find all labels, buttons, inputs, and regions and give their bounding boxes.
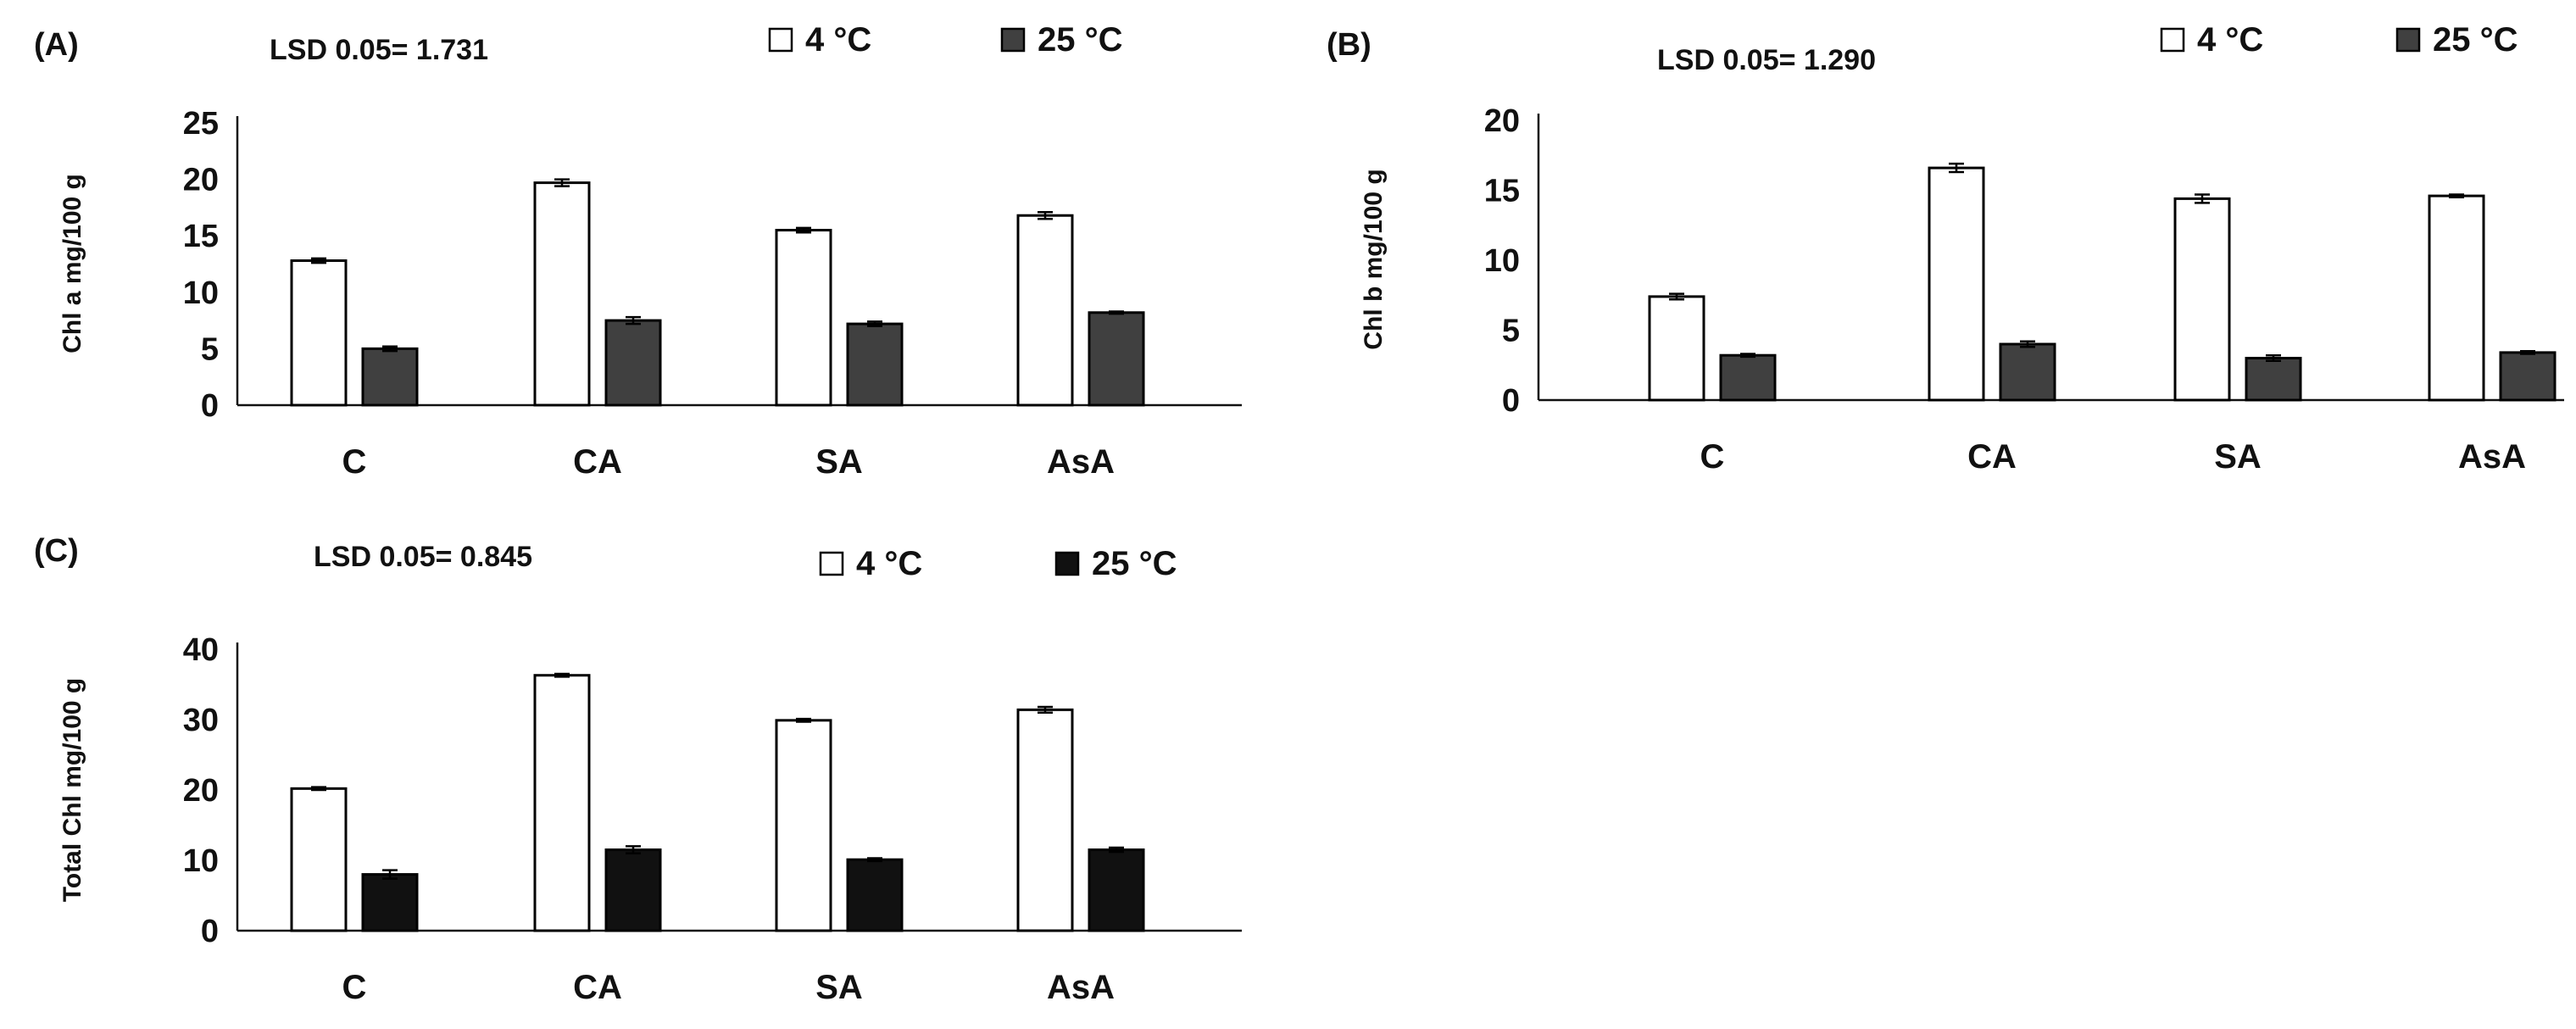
legend-item: 25 °C: [1054, 545, 1177, 582]
legend-item: 25 °C: [2395, 21, 2518, 58]
y-tick-label: 25: [183, 106, 219, 142]
legend-label: 4 °C: [2197, 21, 2263, 58]
bar-4c-sa: [775, 229, 832, 407]
y-tick-label: 0: [201, 388, 219, 424]
bar-4c-asa: [1016, 708, 1074, 932]
bar-4c-sa: [775, 719, 832, 932]
legend-item: 4 °C: [2160, 21, 2263, 58]
y-tick-label: 20: [183, 163, 219, 198]
bar-4c-sa: [2173, 197, 2231, 402]
legend-swatch: [1054, 551, 1080, 576]
bar-4c-c: [1648, 295, 1705, 402]
x-tick-label: SA: [815, 969, 863, 1006]
bar-4c-asa: [2428, 194, 2485, 402]
y-tick-label: 20: [183, 773, 219, 809]
y-tick-label: 5: [201, 331, 219, 367]
x-tick-label: AsA: [2458, 438, 2526, 476]
bar-4c-c: [290, 787, 348, 932]
legend-label: 4 °C: [856, 545, 922, 582]
bar-25c-ca: [604, 848, 662, 932]
x-tick-label: AsA: [1047, 969, 1115, 1006]
bar-25c-ca: [1999, 342, 2056, 402]
legend-label: 25 °C: [2433, 21, 2518, 58]
x-tick-label: CA: [573, 443, 622, 481]
bar-25c-sa: [846, 858, 904, 932]
y-tick-label: 20: [1484, 103, 1520, 139]
bar-25c-sa: [2245, 357, 2302, 402]
x-tick-label: C: [1700, 438, 1725, 476]
lsd-annotation: LSD 0.05= 1.290: [1657, 44, 1876, 76]
y-tick-label: 40: [183, 632, 219, 668]
x-tick-label: SA: [815, 443, 863, 481]
lsd-annotation: LSD 0.05= 0.845: [314, 541, 532, 573]
y-tick-label: 30: [183, 703, 219, 738]
bar-4c-ca: [533, 674, 591, 932]
y-tick-label: 0: [201, 914, 219, 949]
x-tick-label: CA: [1967, 438, 2017, 476]
legend: 4 °C 25 °C: [2160, 21, 2518, 58]
y-axis-label: Chl a mg/100 g: [58, 174, 86, 353]
bar-25c-sa: [846, 322, 904, 407]
y-tick-label: 0: [1502, 383, 1520, 419]
legend-item: 4 °C: [768, 21, 871, 58]
bar-25c-c: [361, 347, 419, 407]
y-tick-label: 5: [1502, 314, 1520, 349]
y-tick-label: 10: [183, 275, 219, 311]
legend-swatch: [768, 27, 793, 53]
panel-label: (A): [34, 27, 79, 63]
lsd-annotation: LSD 0.05= 1.731: [270, 34, 488, 66]
panel-label: (B): [1327, 27, 1371, 63]
legend-swatch: [2395, 27, 2421, 53]
bar-25c-asa: [1088, 848, 1145, 932]
legend-item: 25 °C: [1000, 21, 1123, 58]
x-tick-label: C: [342, 443, 367, 481]
x-tick-label: AsA: [1047, 443, 1115, 481]
x-tick-label: CA: [573, 969, 622, 1006]
legend-swatch: [1000, 27, 1026, 53]
y-tick-label: 10: [1484, 243, 1520, 279]
legend: 4 °C 25 °C: [768, 21, 1123, 58]
chart-panel-a: (A) LSD 0.05= 1.731 4 °C 25 °C 0 5 10 15 20 25 Chl…: [34, 21, 1242, 481]
bar-4c-asa: [1016, 214, 1074, 407]
chart-panel-c: (C) LSD 0.05= 0.845 4 °C 25 °C 0 10 20 30 40 Tota…: [34, 533, 1242, 1006]
legend-label: 25 °C: [1092, 545, 1177, 582]
legend-item: 4 °C: [819, 545, 922, 582]
legend-label: 25 °C: [1038, 21, 1123, 58]
panel-label: (C): [34, 533, 79, 569]
chart-panel-b: (B) LSD 0.05= 1.290 4 °C 25 °C 0 5 10 15 20 Chl b…: [1327, 21, 2564, 476]
x-tick-label: C: [342, 969, 367, 1006]
bar-4c-ca: [533, 181, 591, 407]
bar-25c-asa: [2499, 351, 2557, 402]
legend-swatch: [2160, 27, 2185, 53]
y-tick-label: 15: [183, 219, 219, 254]
legend-swatch: [819, 551, 844, 576]
legend-label: 4 °C: [805, 21, 871, 58]
bar-4c-ca: [1928, 166, 1985, 402]
bar-25c-c: [361, 873, 419, 932]
y-tick-label: 10: [183, 843, 219, 879]
bar-4c-c: [290, 259, 348, 407]
bar-25c-c: [1719, 353, 1777, 402]
y-axis-label: Chl b mg/100 g: [1360, 169, 1388, 349]
bar-25c-ca: [604, 319, 662, 407]
y-axis-label: Total Chl mg/100 g: [58, 678, 86, 902]
legend: 4 °C 25 °C: [819, 545, 1177, 582]
x-tick-label: SA: [2214, 438, 2262, 476]
y-tick-label: 15: [1484, 174, 1520, 209]
bar-25c-asa: [1088, 311, 1145, 407]
